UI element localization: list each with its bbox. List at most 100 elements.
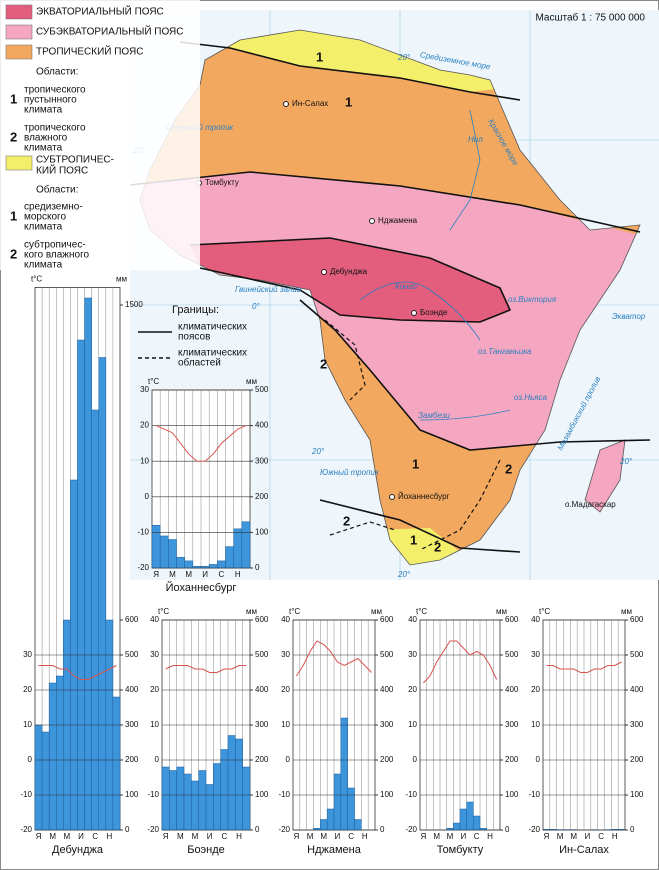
y-tick-label: 30 [150,650,159,659]
x-tick-label: Н [612,832,618,841]
y2-tick-label: 0 [255,563,260,572]
x-tick-label: И [335,832,341,841]
y2-tick-label: 200 [630,755,644,764]
precipitation-bar [217,560,226,569]
legend-label: климата [24,105,63,116]
precipitation-bar [176,557,185,569]
y2-tick-label: 200 [255,755,269,764]
x-tick-label: И [207,832,213,841]
city-label: Нджамена [378,216,418,225]
y-tick-label: -10 [278,790,290,799]
precipitation-bar [169,770,177,831]
temperature-line [38,665,117,680]
y2-tick-label: 600 [255,615,269,624]
x-tick-label: М [64,832,71,841]
precipitation-bar [91,409,99,831]
y-tick-label: -10 [405,790,417,799]
axis-label: мм [116,275,127,284]
legend-swatch [5,4,33,20]
city-label: о.Мадагаскар [565,500,616,509]
y2-tick-label: 600 [125,615,139,624]
legend-label: ЭКВАТОРИАЛЬНЫЙ ПОЯС [36,5,164,18]
precipitation-bar [205,784,214,831]
geo-label: 20° [397,570,411,579]
y2-tick-label: 400 [505,685,519,694]
y2-tick-label: 500 [505,650,519,659]
x-tick-label: М [177,832,184,841]
scale: Масштаб 1 : 75 000 000 [535,12,645,24]
y2-tick-label: 100 [630,790,644,799]
geo-label: оз.Ньяса [514,393,548,402]
precipitation-bar [159,535,169,569]
precipitation-bar [77,339,85,831]
temperature-line [155,425,247,462]
legend-number: 2 [10,246,17,261]
city-label: Ин-Салах [292,99,328,108]
x-tick-label: С [474,832,480,841]
x-tick-label: С [348,832,354,841]
y-tick-label: -20 [147,825,159,834]
y2-tick-label: 400 [255,685,269,694]
region-number: 1 [412,456,419,471]
x-tick-label: Я [163,832,169,841]
legend-label: средиземно- [24,202,83,213]
x-tick-label: М [185,570,192,579]
x-tick-label: И [585,832,591,841]
x-tick-label: Н [362,832,368,841]
precipitation-bar [56,675,64,831]
y-tick-label: 10 [23,720,32,729]
precipitation-bar [208,564,218,569]
y-tick-label: 20 [531,685,540,694]
y2-tick-label: 300 [125,720,139,729]
y2-tick-label: 600 [380,615,394,624]
x-tick-label: Н [106,832,112,841]
y2-tick-label: 400 [255,421,269,430]
x-tick-label: С [219,570,225,579]
y-tick-label: -20 [528,825,540,834]
x-tick-label: Н [487,832,493,841]
legend-label: поясов [178,332,210,343]
y2-tick-label: 500 [125,650,139,659]
y2-tick-label: 100 [125,790,139,799]
city-label: Томбукту [205,178,239,187]
y2-tick-label: 600 [505,615,519,624]
legend-label: климата [24,222,63,233]
geo-label: 20° [619,457,633,466]
precipitation-bar [242,766,251,831]
y-tick-label: 20 [23,685,32,694]
y-tick-label: -20 [278,825,290,834]
axis-label: t°C [148,377,159,386]
chart-title: Ин-Салах [559,844,609,856]
precipitation-bar [347,787,355,831]
legend-label: климата [24,143,63,154]
precipitation-bar [233,528,243,569]
legend-label: тропического [24,123,86,134]
island [584,439,626,513]
axis-label: мм [246,377,257,386]
temperature-line [295,640,372,677]
y-tick-label: 0 [155,755,160,764]
y-tick-label: 0 [536,755,541,764]
precipitation-bar [112,696,121,831]
precipitation-bar [48,682,57,831]
geo-label: Нил [468,135,483,144]
precipitation-bar [176,766,185,831]
legend-label: климатических [178,322,247,333]
x-tick-label: М [433,832,440,841]
geo-label: Конго [395,282,417,291]
legend-label: морского [24,212,66,223]
y2-tick-label: 300 [630,720,644,729]
y2-tick-label: 500 [380,650,394,659]
y2-tick-label: 0 [380,825,385,834]
legend-label: тропического [24,85,86,96]
y-tick-label: 10 [531,720,540,729]
rivers [359,109,511,421]
y2-tick-label: 100 [380,790,394,799]
x-tick-label: И [460,832,466,841]
x-tick-label: Я [153,570,159,579]
